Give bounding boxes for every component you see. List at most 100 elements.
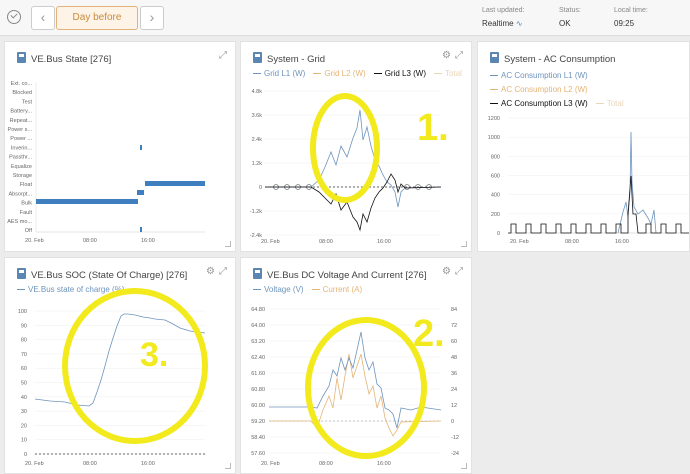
y-tick: 20: [21, 423, 27, 429]
resize-handle[interactable]: [225, 463, 231, 469]
local-time-value: 09:25: [614, 19, 635, 28]
status-label: Status:: [559, 7, 581, 14]
ac-l3-line: [508, 175, 689, 234]
y-tick: 64.00: [251, 323, 265, 329]
y-tick: 3.6k: [252, 113, 263, 119]
vebus-icon: [17, 52, 26, 63]
y-tick: 84: [451, 307, 457, 313]
gear-icon[interactable]: ⚙: [206, 266, 215, 277]
y-tick: 60.00: [251, 403, 265, 409]
x-tick: 08:00: [319, 239, 333, 245]
state-label: Test: [22, 99, 33, 105]
legend-item[interactable]: Total: [434, 69, 462, 78]
highlight-circle: [305, 317, 427, 459]
highlight-circle: [310, 93, 380, 203]
system-icon: [490, 52, 499, 63]
gear-icon[interactable]: ⚙: [442, 266, 451, 277]
annotation-label: 3.: [140, 336, 168, 374]
y-tick: 12: [451, 403, 457, 409]
state-label: Blocked: [12, 90, 32, 96]
expand-icon[interactable]: ⤢: [455, 50, 463, 61]
logo-icon: [7, 10, 21, 24]
y-tick: 60: [451, 339, 457, 345]
grid-l1-line: [265, 109, 442, 208]
expand-icon[interactable]: ⤢: [219, 50, 227, 61]
legend-item[interactable]: VE.Bus state of charge (%): [17, 285, 125, 294]
state-label: Bulk: [21, 201, 32, 207]
legend: VE.Bus state of charge (%): [17, 285, 133, 294]
state-label: Power s...: [8, 127, 33, 133]
state-label: Off: [25, 228, 33, 234]
voltage-line: [269, 331, 442, 429]
vebus-icon: [253, 268, 262, 279]
x-tick: 16:00: [141, 238, 155, 244]
vebus-state-panel: VE.Bus State [276] ⤢ Ext. co... Blocked Te…: [4, 41, 236, 252]
state-label: Absorpt...: [8, 191, 32, 197]
state-label: Inverin...: [11, 145, 33, 151]
x-tick: 20. Feb: [261, 239, 280, 245]
top-bar: ‹ Day before › Last updated: Realtime ∿ …: [0, 0, 690, 36]
legend-item[interactable]: Voltage (V): [253, 285, 304, 294]
state-label: Power ...: [10, 136, 32, 142]
y-tick: 80: [21, 338, 27, 344]
resize-handle[interactable]: [461, 463, 467, 469]
next-button[interactable]: ›: [140, 6, 164, 30]
y-tick: 1200: [488, 116, 500, 122]
y-tick: 40: [21, 395, 27, 401]
resize-handle[interactable]: [225, 241, 231, 247]
legend-item[interactable]: AC Consumption L2 (W): [490, 83, 624, 97]
day-before-button[interactable]: Day before: [56, 6, 138, 30]
soc-panel: VE.Bus SOC (State Of Charge) [276] ⚙ ⤢ V…: [4, 257, 236, 474]
legend-item[interactable]: AC Consumption L1 (W): [490, 69, 624, 83]
state-label: Fault: [20, 210, 33, 216]
vebus-icon: [17, 268, 26, 279]
legend: Grid L1 (W) Grid L2 (W) Grid L3 (W) Total: [253, 69, 470, 78]
legend-item[interactable]: Grid L2 (W): [313, 69, 366, 78]
system-grid-panel: System - Grid ⚙ ⤢ Grid L1 (W) Grid L2 (W)…: [240, 41, 472, 252]
state-label: Battery...: [10, 109, 32, 115]
state-label: Passthr...: [9, 155, 32, 161]
y-tick: 63.20: [251, 339, 265, 345]
state-label: Float: [20, 182, 33, 188]
legend: AC Consumption L1 (W) AC Consumption L2 …: [490, 69, 632, 111]
expand-icon[interactable]: ⤢: [219, 266, 227, 277]
state-label: AES mo...: [7, 219, 32, 225]
resize-handle[interactable]: [461, 241, 467, 247]
y-tick: 90: [21, 323, 27, 329]
system-icon: [253, 52, 262, 63]
panel-title: VE.Bus State [276]: [31, 54, 112, 65]
y-tick: 59.20: [251, 419, 265, 425]
y-tick: 400: [491, 193, 500, 199]
y-tick: 30: [21, 409, 27, 415]
legend: Voltage (V) Current (A): [253, 285, 370, 294]
legend-item[interactable]: Grid L3 (W): [373, 69, 426, 78]
y-tick: 60: [21, 366, 27, 372]
y-tick: 100: [18, 309, 27, 315]
state-label: Repeat...: [10, 118, 33, 124]
y-tick: 24: [451, 387, 457, 393]
y-tick: 36: [451, 371, 457, 377]
expand-icon[interactable]: ⤢: [455, 266, 463, 277]
local-time-label: Local time:: [614, 7, 648, 14]
legend-item[interactable]: Grid L1 (W): [253, 69, 305, 78]
x-tick: 16:00: [141, 461, 155, 467]
y-tick: 200: [491, 212, 500, 218]
y-tick: -2.4k: [250, 233, 262, 239]
y-tick: 70: [21, 352, 27, 358]
legend-item[interactable]: AC Consumption L3 (W) Total: [490, 97, 632, 111]
y-tick: 0: [24, 452, 27, 458]
realtime-icon: ∿: [515, 19, 523, 28]
soc-line: [34, 313, 206, 407]
panel-title: System - Grid: [267, 54, 326, 65]
y-tick: 2.4k: [252, 137, 263, 143]
panel-title: VE.Bus SOC (State Of Charge) [276]: [31, 270, 188, 281]
gear-icon[interactable]: ⚙: [442, 50, 451, 61]
x-tick: 08:00: [83, 238, 97, 244]
previous-button[interactable]: ‹: [31, 6, 55, 30]
off-bar: [140, 227, 142, 232]
y-tick: 64.80: [251, 307, 265, 313]
legend-item[interactable]: Current (A): [311, 285, 362, 294]
y-tick: 58.40: [251, 435, 265, 441]
system-grid-chart: 4.8k 3.6k 2.4k 1.2k 0 -1.2k -2.4k 20. Feb 08:0…: [250, 89, 449, 245]
